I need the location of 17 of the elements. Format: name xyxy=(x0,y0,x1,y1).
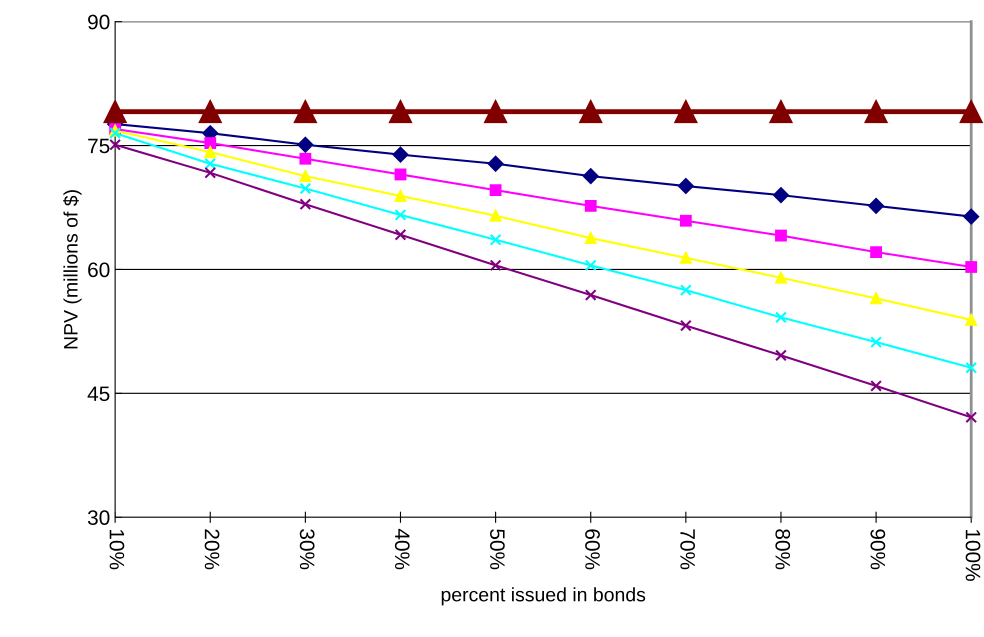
y-tick-label: 45 xyxy=(88,386,110,402)
y-tick-label: 75 xyxy=(88,138,110,154)
y-axis-title: NPV (millions of $) xyxy=(63,190,82,348)
x-tick-label: 50% xyxy=(490,529,505,570)
x-tick-label: 60% xyxy=(585,529,600,570)
x-axis-title: percent issued in bonds xyxy=(442,587,646,606)
x-tick-label: 80% xyxy=(775,529,790,570)
x-tick-label: 40% xyxy=(394,528,410,570)
x-tick-label: 10% xyxy=(110,530,124,570)
x-tick-label: 100% xyxy=(966,530,980,581)
y-tick-label: 30 xyxy=(88,510,110,525)
x-tick-label: 20% xyxy=(204,529,220,570)
y-tick-label: 60 xyxy=(88,262,110,278)
x-tick-label: 30% xyxy=(300,529,315,570)
x-tick-label: 90% xyxy=(870,529,886,570)
y-tick-label: 90 xyxy=(88,14,110,30)
x-tick-label: 70% xyxy=(680,529,696,570)
